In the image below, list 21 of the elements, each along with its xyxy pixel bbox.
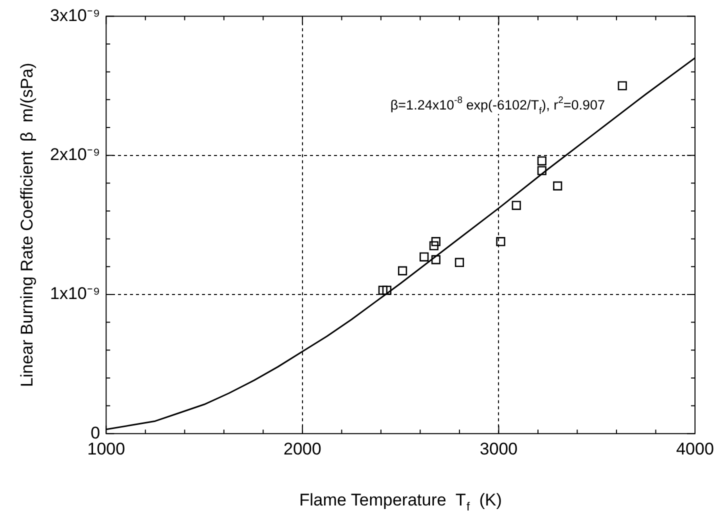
y-tick-label: 3x10⁻⁹: [50, 6, 100, 25]
point: [618, 81, 627, 90]
y-tick-label: 1x10⁻⁹: [50, 284, 100, 304]
point: [398, 266, 408, 276]
point: [431, 255, 440, 264]
point: [429, 241, 438, 250]
point: [420, 252, 429, 262]
x-tick-label: 2000: [284, 439, 322, 458]
point: [431, 237, 440, 246]
y-tick-label: 2x10⁻⁹: [50, 145, 100, 164]
x-tick-label: 4000: [676, 439, 714, 458]
point: [537, 156, 546, 166]
y-axis-title: Linear Burning Rate Coefficient β m/(sPa): [18, 62, 37, 387]
point: [496, 237, 506, 246]
point: [378, 286, 388, 295]
point: [553, 181, 562, 190]
point: [537, 166, 546, 176]
point: [382, 286, 392, 295]
x-tick-label: 3000: [480, 439, 518, 458]
point: [512, 200, 521, 210]
point: [454, 258, 464, 268]
